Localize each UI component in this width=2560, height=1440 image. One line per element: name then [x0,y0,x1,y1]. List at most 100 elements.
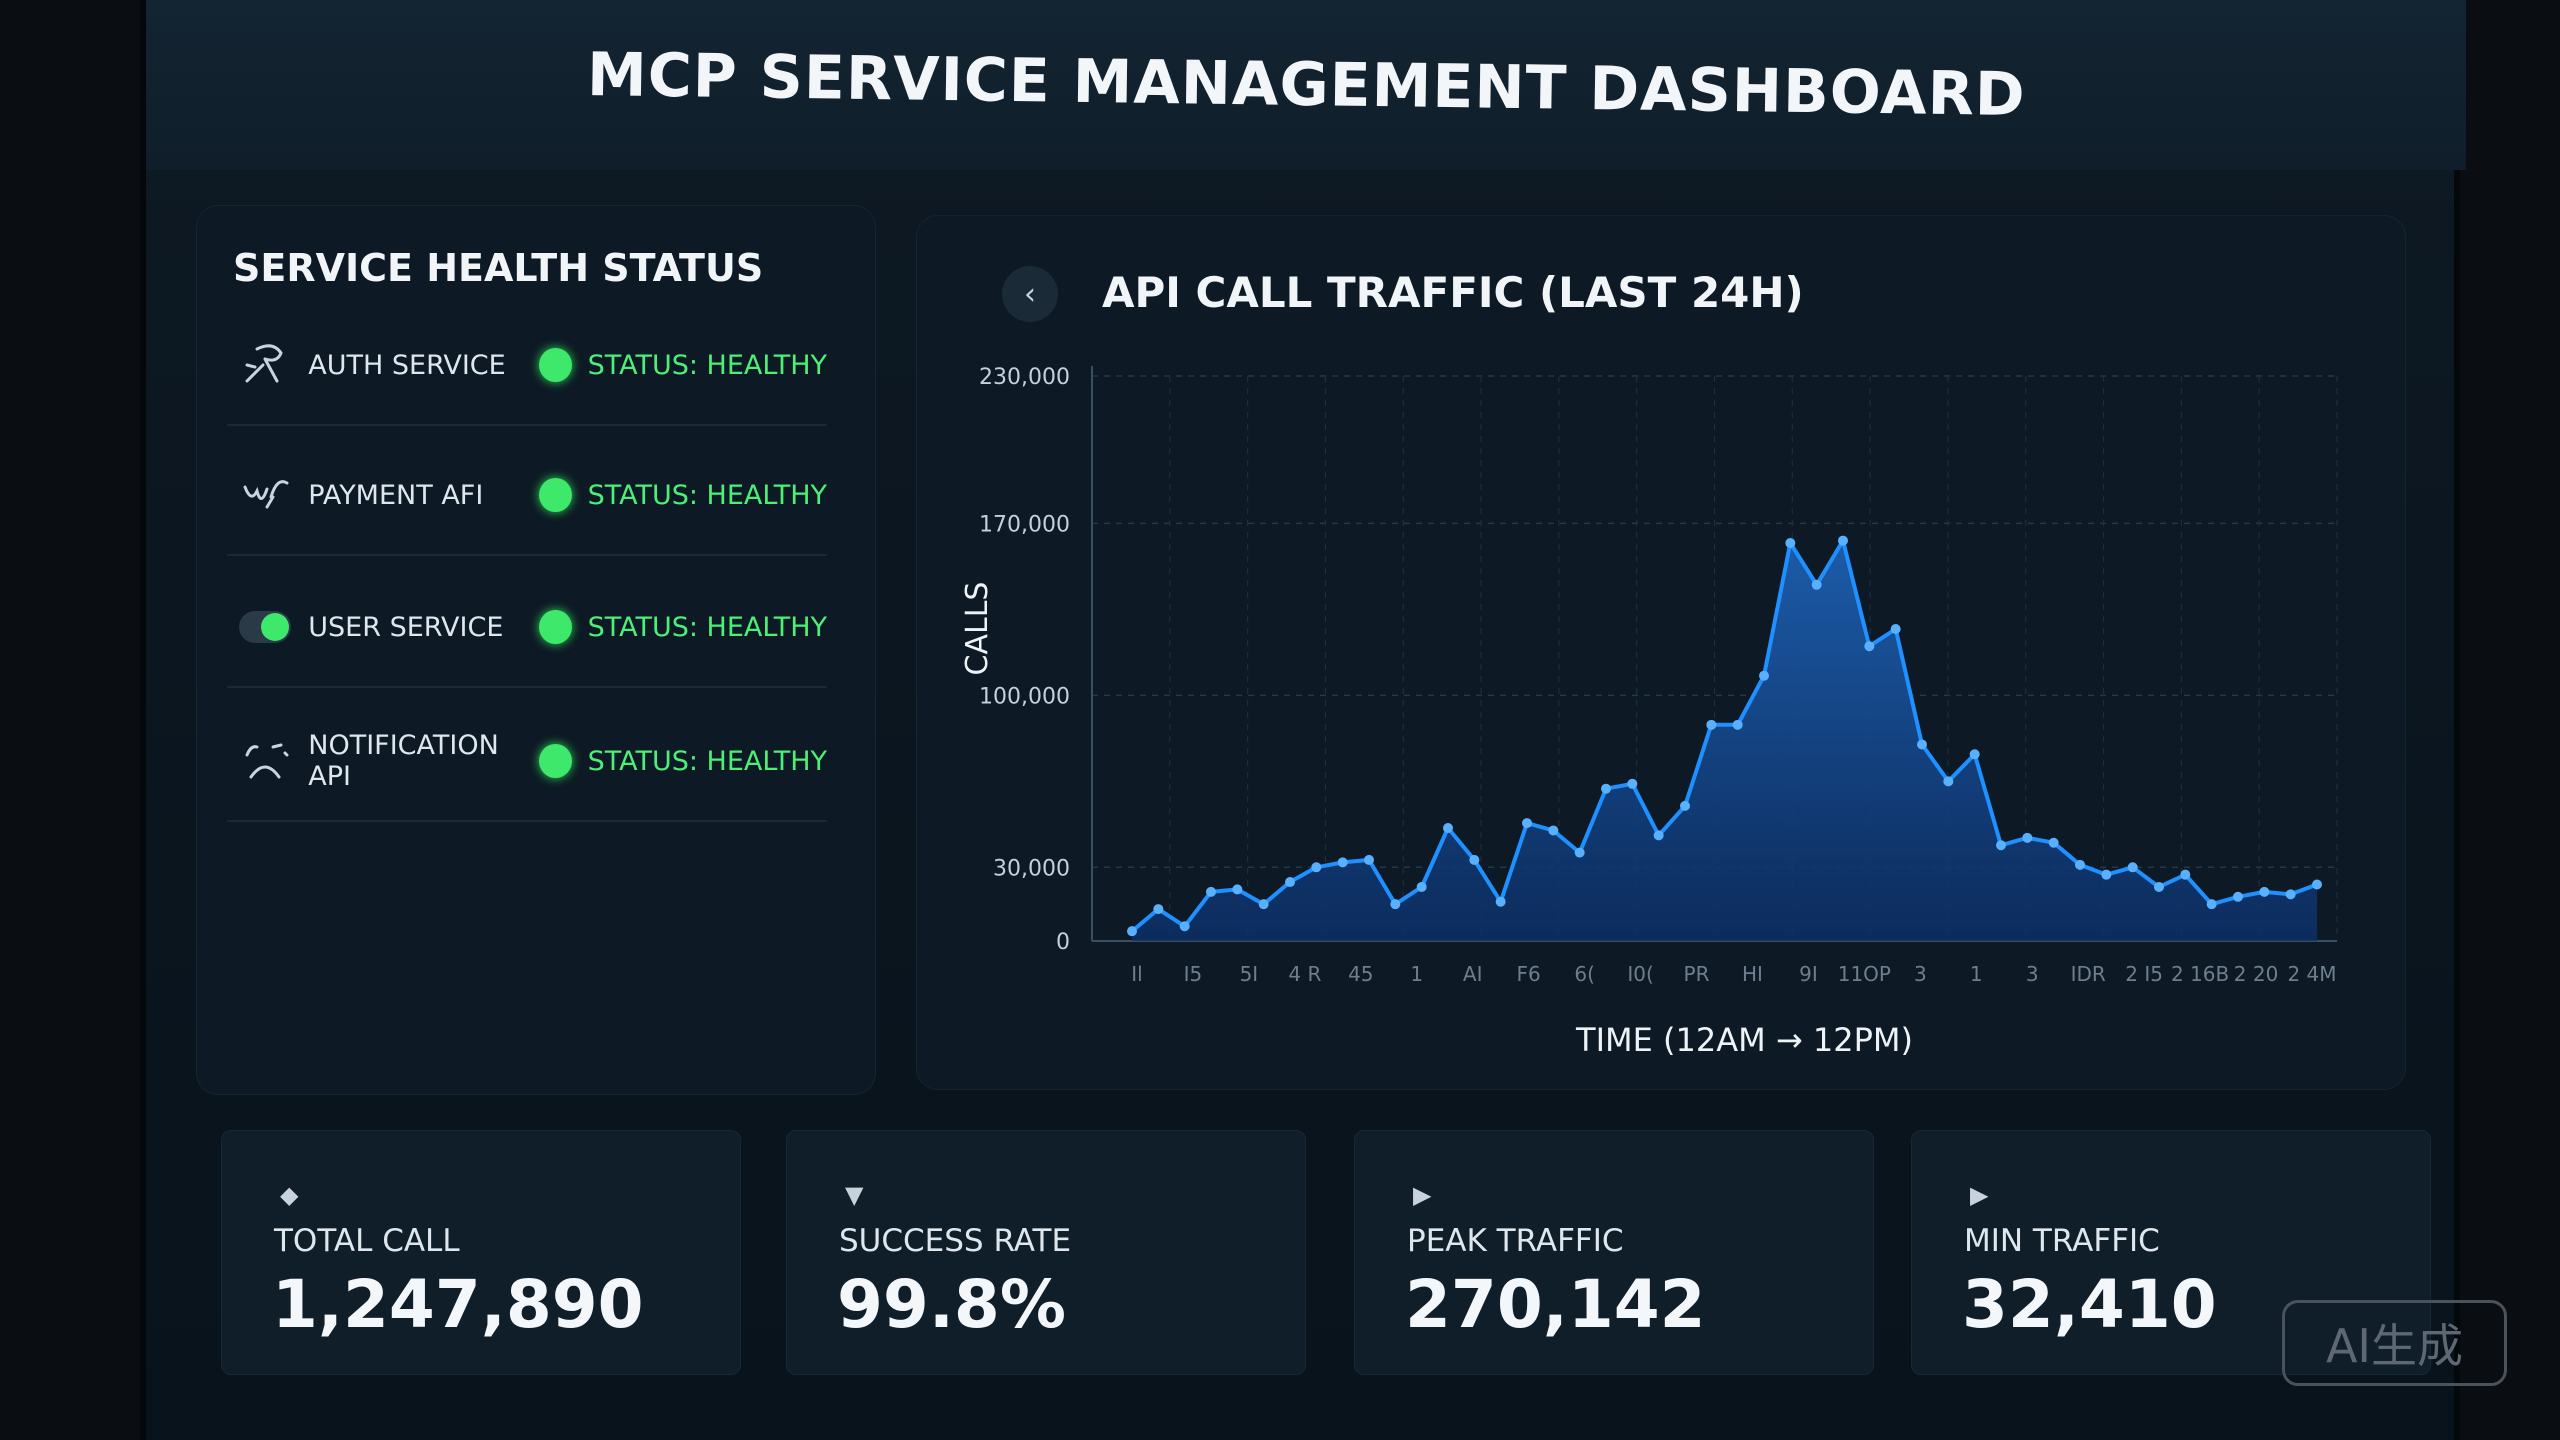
x-tick-label: 4 R [1288,962,1321,986]
health-title: SERVICE HEALTH STATUS [233,246,764,290]
status-dot [538,744,572,778]
y-tick-label: 100,000 [979,684,1070,709]
stat-card-success-rate: ▼ SUCCESS RATE 99.8% [786,1130,1306,1375]
data-point [1706,719,1717,730]
x-tick-label: 1 [1970,962,1983,986]
traffic-area [1132,540,2317,941]
data-point [1601,783,1611,794]
y-tick-label: 230,000 [979,365,1070,390]
chevron-left-icon[interactable]: ‹ [1002,266,1058,322]
data-point [1680,800,1690,811]
service-name: USER SERVICE [308,611,504,643]
y-axis-label: CALLS [960,582,995,676]
diamond-icon: ◆ [280,1181,299,1209]
service-name: AUTH SERVICE [308,349,506,381]
data-point [2312,879,2322,890]
status-dot [538,478,572,512]
title-bar: MCP SERVICE MANAGEMENT DASHBOARD [146,0,2466,170]
service-row-notification[interactable]: NOTIFICATION API STATUS: HEALTHY [227,702,827,822]
data-point [1548,825,1559,836]
data-point [2233,891,2243,902]
x-tick-label: AI [1463,962,1483,986]
stat-card-total-call: ◆ TOTAL CALL 1,247,890 [221,1130,741,1375]
data-point [1574,847,1585,858]
x-tick-label: 2 4M [2287,962,2336,986]
data-point [2154,881,2164,892]
data-point [1732,719,1743,730]
status-text: STATUS: HEALTHY [587,745,827,777]
data-point [1127,926,1137,937]
toggle-icon[interactable] [231,592,298,662]
squiggle-icon [231,726,298,796]
data-point [2285,889,2296,900]
triangle-down-icon: ▼ [845,1181,864,1209]
stat-label: SUCCESS RATE [839,1223,1072,1259]
x-tick-label: 45 [1348,962,1373,986]
stat-value: 270,142 [1405,1266,1706,1343]
y-tick-label: 30,000 [993,856,1070,881]
x-axis-label: TIME (12AM → 12PM) [1575,1021,1913,1059]
data-point [1416,881,1427,892]
data-point [1627,778,1638,789]
play-icon: ▶ [1413,1181,1432,1209]
data-point [2075,859,2085,870]
stat-card-peak-traffic: ▶ PEAK TRAFFIC 270,142 [1354,1130,1874,1375]
data-point [1996,840,2006,851]
x-tick-label: F6 [1517,962,1541,986]
data-point [2180,869,2191,880]
data-point [1285,877,1295,888]
x-tick-label: I5 [1184,962,1203,986]
data-point [1785,538,1796,549]
stat-label: TOTAL CALL [274,1223,460,1259]
data-point [1969,749,1980,760]
data-point [1337,857,1348,868]
data-point [1495,896,1506,907]
page-title: MCP SERVICE MANAGEMENT DASHBOARD [586,39,2026,131]
data-point [1258,899,1269,910]
stat-card-min-traffic: ▶ MIN TRAFFIC 32,410 [1911,1130,2431,1375]
service-row-payment[interactable]: PAYMENT AFI STATUS: HEALTHY [227,436,827,556]
data-point [1522,818,1532,829]
y-tick-label: 0 [1056,930,1070,955]
data-point [2127,862,2138,873]
stat-value: 32,410 [1962,1266,2217,1343]
status-text: STATUS: HEALTHY [587,479,827,511]
stat-label: PEAK TRAFFIC [1407,1223,1624,1259]
x-tick-label: 9I [1799,962,1818,986]
data-point [1179,921,1190,932]
x-tick-label: 2 I5 [2125,962,2163,986]
service-row-user[interactable]: USER SERVICE STATUS: HEALTHY [227,568,827,688]
data-point [1653,830,1664,841]
x-tick-label: 1 [1410,962,1423,986]
data-point [1759,670,1769,681]
data-point [1232,884,1243,895]
data-point [2259,886,2270,897]
data-point [2101,869,2112,880]
service-health-panel: SERVICE HEALTH STATUS AUTH SERVICE STATU… [196,205,876,1095]
data-point [2022,832,2033,843]
stat-label: MIN TRAFFIC [1964,1223,2160,1259]
play-icon: ▶ [1970,1181,1989,1209]
dashboard-screen: MCP SERVICE MANAGEMENT DASHBOARD SERVICE… [140,0,2466,1440]
x-tick-label: 2 16B [2171,962,2229,986]
data-point [2048,837,2059,848]
x-tick-label: IDR [2071,962,2106,986]
data-point [1364,854,1374,865]
x-tick-label: 11OP [1838,962,1891,986]
data-point [1943,776,1954,787]
data-point [1390,899,1401,910]
x-tick-label: HI [1742,962,1763,986]
squiggle-icon [231,460,298,530]
ai-generated-watermark: AI生成 [2282,1300,2507,1386]
stat-value: 99.8% [837,1266,1066,1343]
squiggle-icon [231,330,298,400]
service-row-auth[interactable]: AUTH SERVICE STATUS: HEALTHY [227,306,827,426]
data-point [1469,854,1480,865]
data-point [1153,904,1164,915]
x-tick-label: I0( [1627,962,1653,986]
x-tick-label: 5I [1240,962,1259,986]
x-tick-label: 6( [1574,962,1595,986]
chart-title: API CALL TRAFFIC (LAST 24H) [1102,268,1804,317]
status-dot [538,348,572,382]
traffic-line [1130,538,2318,933]
